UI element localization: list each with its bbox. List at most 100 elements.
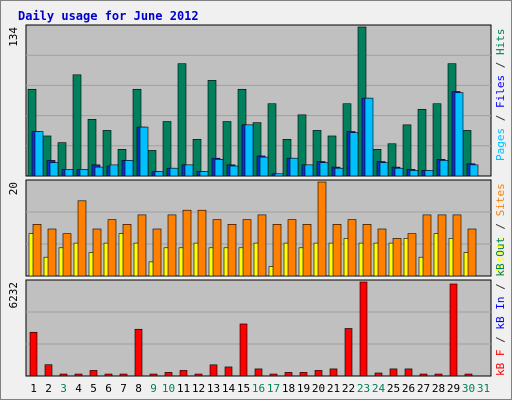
bar-sites: [347, 219, 357, 277]
bar-sites: [332, 224, 342, 277]
bar-kb-f: [74, 373, 83, 377]
legend-entry: /: [494, 55, 507, 75]
bar-pages: [229, 165, 239, 177]
bar-hits: [177, 63, 187, 177]
bar-kb-f: [449, 283, 458, 377]
bar-hits: [162, 121, 172, 177]
x-tick-label: 26: [402, 382, 415, 395]
x-tick-label: 2: [45, 382, 52, 395]
x-tick-label: 28: [432, 382, 445, 395]
bar-sites: [407, 233, 417, 277]
bar-kb-f: [179, 370, 188, 377]
legend-entry: Hits: [494, 29, 507, 56]
bar-pages: [259, 156, 269, 177]
bar-pages: [409, 170, 419, 177]
bar-kb-f: [194, 373, 203, 377]
x-tick-label: 27: [417, 382, 430, 395]
x-tick-label: 13: [207, 382, 220, 395]
bar-sites: [182, 209, 192, 277]
bar-pages: [364, 97, 374, 177]
bar-pages: [289, 157, 299, 177]
bar-pages: [154, 171, 164, 177]
bar-hits: [267, 103, 277, 177]
x-tick-label: 21: [327, 382, 340, 395]
bar-kb-f: [404, 368, 413, 377]
x-tick-label: 4: [75, 382, 82, 395]
x-tick-label: 3: [60, 382, 67, 395]
chart-title: Daily usage for June 2012: [18, 9, 199, 23]
bar-pages: [319, 162, 329, 177]
bar-sites: [152, 228, 162, 277]
bar-sites: [392, 238, 402, 277]
bar-sites: [452, 214, 462, 277]
x-tick-label: 31: [477, 382, 490, 395]
bar-kb-f: [29, 331, 38, 377]
bar-hits: [417, 108, 427, 177]
bar-sites: [32, 224, 42, 277]
x-tick-label: 6: [105, 382, 112, 395]
legend-entry: Files: [494, 75, 507, 108]
bar-kb-f: [149, 373, 158, 377]
x-tick-label: 12: [192, 382, 205, 395]
bar-sites: [377, 228, 387, 277]
bar-pages: [424, 170, 434, 177]
legend-entry: Visits: [494, 236, 507, 276]
plot-area: [25, 279, 492, 377]
x-tick-label: 17: [267, 382, 280, 395]
bar-pages: [394, 167, 404, 177]
bar-pages: [379, 162, 389, 177]
bar-sites: [212, 219, 222, 277]
x-tick-label: 16: [252, 382, 265, 395]
bar-pages: [64, 169, 74, 177]
bar-sites: [317, 181, 327, 277]
bar-kb-f: [284, 372, 293, 377]
bar-kb-f: [419, 373, 428, 377]
bar-pages: [274, 173, 284, 177]
bar-pages: [79, 169, 89, 177]
x-tick-label: 23: [357, 382, 370, 395]
bar-kb-f: [104, 373, 113, 377]
bar-kb-f: [254, 368, 263, 377]
bar-kb-f: [389, 368, 398, 377]
bar-sites: [167, 214, 177, 277]
bar-kb-f: [464, 373, 473, 377]
bar-hits: [72, 74, 82, 177]
bar-kb-f: [299, 372, 308, 377]
bar-sites: [107, 219, 117, 277]
bar-hits: [402, 124, 412, 177]
legend-entry: kB In: [494, 297, 507, 330]
bar-pages: [139, 126, 149, 177]
x-tick-label: 10: [162, 382, 175, 395]
bar-kb-f: [119, 373, 128, 377]
bar-kb-f: [314, 370, 323, 377]
bar-sites: [242, 219, 252, 277]
x-tick-label: 24: [372, 382, 386, 395]
bar-sites: [272, 224, 282, 277]
bar-kb-f: [164, 372, 173, 377]
legend-entry: Pages: [494, 128, 507, 161]
bar-pages: [439, 160, 449, 177]
bar-kb-f: [434, 373, 443, 377]
bar-sites: [62, 233, 72, 277]
x-tick-label: 9: [150, 382, 157, 395]
bar-sites: [122, 224, 132, 277]
x-tick-label: 14: [222, 382, 236, 395]
bar-pages: [124, 160, 134, 177]
bar-pages: [304, 164, 314, 177]
x-tick-label: 1: [30, 382, 37, 395]
bar-pages: [214, 159, 224, 177]
bar-kb-f: [269, 373, 278, 377]
bar-pages: [454, 92, 464, 177]
bar-sites: [422, 214, 432, 277]
x-tick-label: 8: [135, 382, 142, 395]
bar-pages: [34, 131, 44, 177]
y-max-label: 134: [7, 27, 20, 47]
x-tick-label: 18: [282, 382, 295, 395]
bar-sites: [467, 228, 477, 277]
bar-pages: [334, 167, 344, 177]
bar-kb-f: [59, 373, 68, 377]
bar-kb-f: [329, 368, 338, 377]
bar-hits: [192, 139, 202, 177]
bar-sites: [437, 214, 447, 277]
